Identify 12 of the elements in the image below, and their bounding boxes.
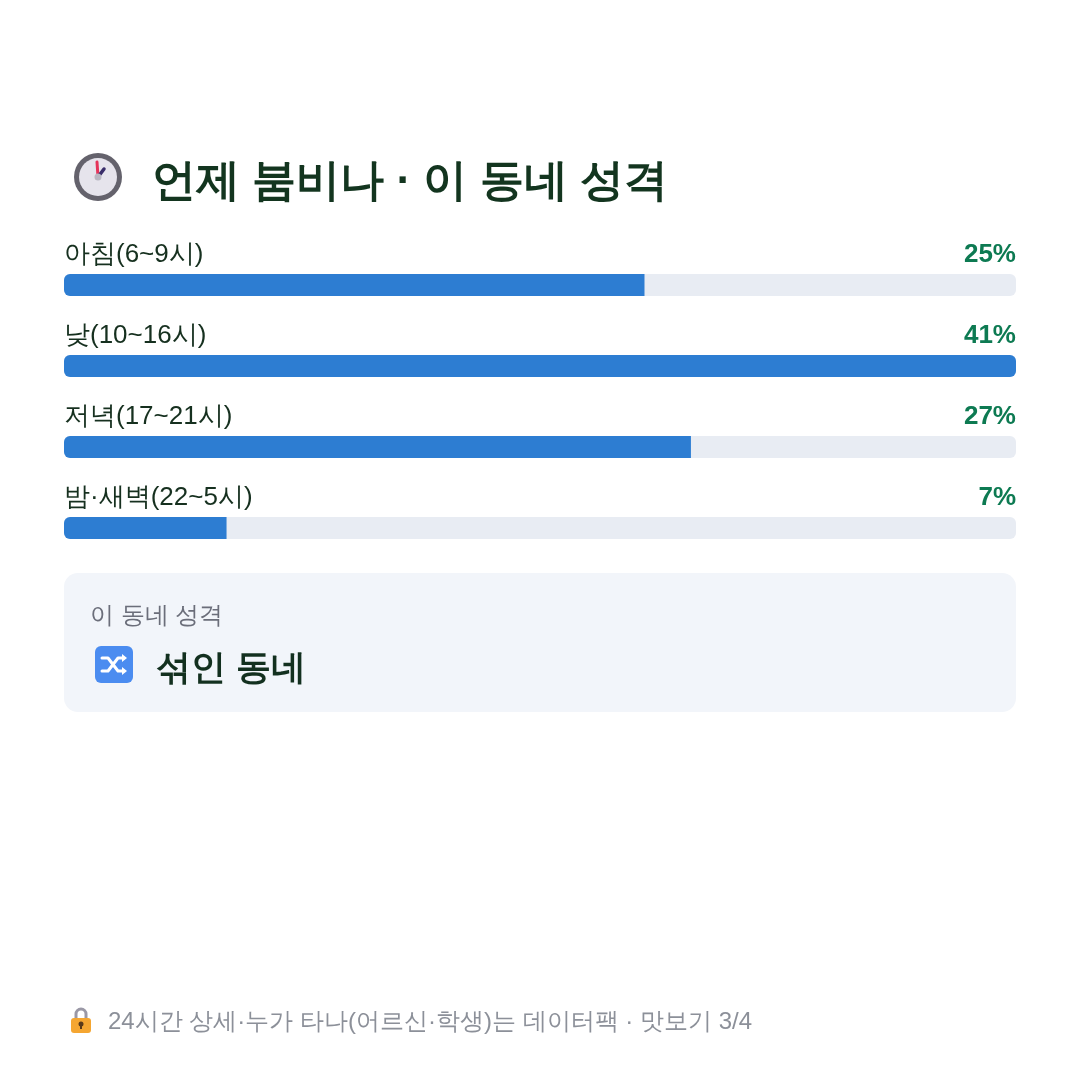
text: 섞인 동네 [156,647,306,686]
y-tick-label: 아침(6~9시) [64,238,204,268]
data-label: 27% [963,400,1016,430]
y-tick-label: 밤·새벽(22~5시) [64,481,253,511]
y-tick-label: 낮(10~16시) [64,319,207,349]
text: 24시간 상세·누가 타나(어르신·학생)는 데이터팩 · 맛보기 3/4 [108,1007,753,1034]
y-tick-label: 저녁(17~21시) [64,400,233,430]
data-label: 25% [963,238,1016,268]
data-label: 7% [978,481,1016,511]
chart-title: 언제 붐비나 · 이 동네 성격 [152,155,668,204]
text: 이 동네 성격 [90,601,224,628]
data-label: 41% [963,319,1016,349]
